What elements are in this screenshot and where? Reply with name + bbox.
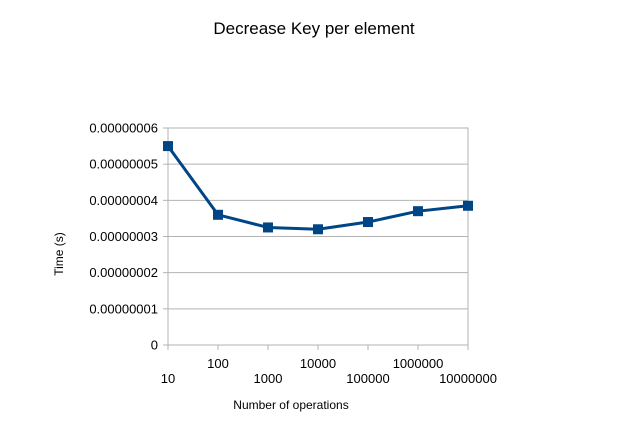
y-tick-label: 0.00000001 bbox=[89, 301, 158, 316]
x-tick-label: 10 bbox=[161, 371, 175, 386]
grid-lines bbox=[168, 163, 468, 310]
y-tick-label: 0.00000006 bbox=[89, 121, 158, 136]
x-tick-label: 1000 bbox=[254, 371, 283, 386]
series-layer bbox=[163, 141, 473, 235]
y-tick-label: 0 bbox=[151, 338, 158, 353]
data-point bbox=[163, 141, 173, 152]
data-point bbox=[463, 200, 473, 211]
x-tick-label: 10000000 bbox=[439, 371, 497, 386]
data-point bbox=[213, 209, 223, 220]
chart-title: Decrease Key per element bbox=[213, 19, 415, 38]
data-point bbox=[363, 217, 373, 228]
data-point bbox=[263, 222, 273, 233]
y-tick-label: 0.00000002 bbox=[89, 265, 158, 280]
x-tick-label: 100 bbox=[207, 356, 229, 371]
data-point bbox=[313, 224, 323, 235]
y-tick-label: 0.00000005 bbox=[89, 157, 158, 172]
y-axis-ticks: 0 0.00000001 0.00000002 0.00000003 0.0000000… bbox=[89, 121, 168, 353]
x-tick-label: 100000 bbox=[346, 371, 389, 386]
y-tick-label: 0.00000004 bbox=[89, 193, 158, 208]
y-tick-label: 0.00000003 bbox=[89, 229, 158, 244]
x-tick-label: 10000 bbox=[300, 356, 336, 371]
x-tick-label: 1000000 bbox=[393, 356, 444, 371]
data-point bbox=[413, 206, 423, 217]
x-axis-label: Number of operations bbox=[233, 398, 348, 412]
y-axis-label: Time (s) bbox=[52, 232, 66, 276]
